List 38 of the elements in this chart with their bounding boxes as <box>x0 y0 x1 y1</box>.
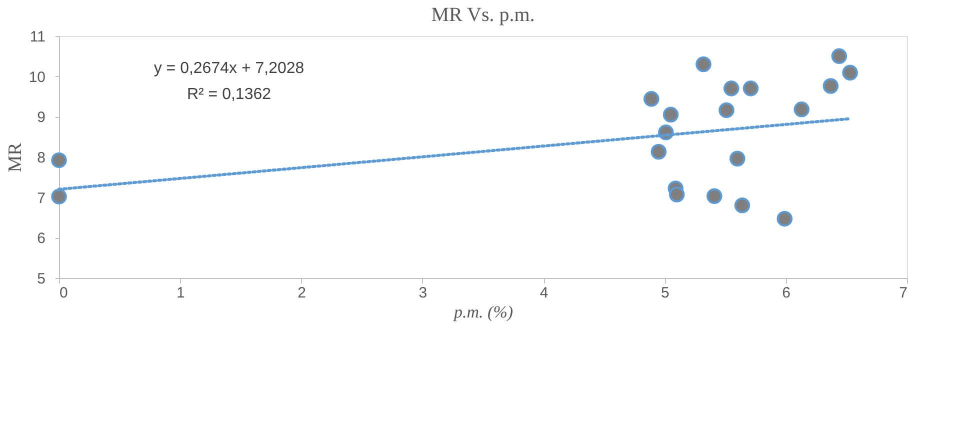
point <box>643 91 660 107</box>
point <box>730 150 746 166</box>
point <box>831 48 848 64</box>
y-tick-label: 7 <box>37 190 46 207</box>
chart-title: MR Vs. p.m. <box>431 4 535 26</box>
annotation: R² = 0,1362 <box>186 86 272 103</box>
point <box>650 144 667 160</box>
point <box>696 56 712 72</box>
x-tick-label: 2 <box>298 284 306 302</box>
x-tick-label: 4 <box>540 284 548 302</box>
point <box>718 102 734 118</box>
point <box>842 64 858 81</box>
x-tick-label: 3 <box>418 284 428 302</box>
y-tick-label: 9 <box>37 109 46 126</box>
y-tick-label: 10 <box>28 68 46 86</box>
point <box>51 152 67 168</box>
y-tick-label: 5 <box>37 270 46 288</box>
point <box>51 188 67 204</box>
point <box>706 188 722 204</box>
y-tick-label: 8 <box>37 150 46 166</box>
point <box>734 198 750 214</box>
point <box>794 102 810 118</box>
point <box>723 80 740 96</box>
x-axis-title: p.m. (%) <box>452 302 514 322</box>
x-tick-label: 7 <box>899 284 908 302</box>
point <box>742 80 759 96</box>
y-axis-title: MR <box>4 142 26 172</box>
point <box>822 78 839 94</box>
x-tick-label: 0 <box>60 284 68 302</box>
x-tick-label: 6 <box>782 284 791 302</box>
annotation: y = 0,2674x + 7,2028 <box>154 60 304 77</box>
x-tick-label: 5 <box>661 284 670 302</box>
point <box>668 186 685 202</box>
y-tick-label: 11 <box>30 28 46 46</box>
y-tick-label: 6 <box>37 230 46 248</box>
point <box>662 106 679 123</box>
point <box>776 210 793 227</box>
x-tick-label: 1 <box>176 284 185 302</box>
